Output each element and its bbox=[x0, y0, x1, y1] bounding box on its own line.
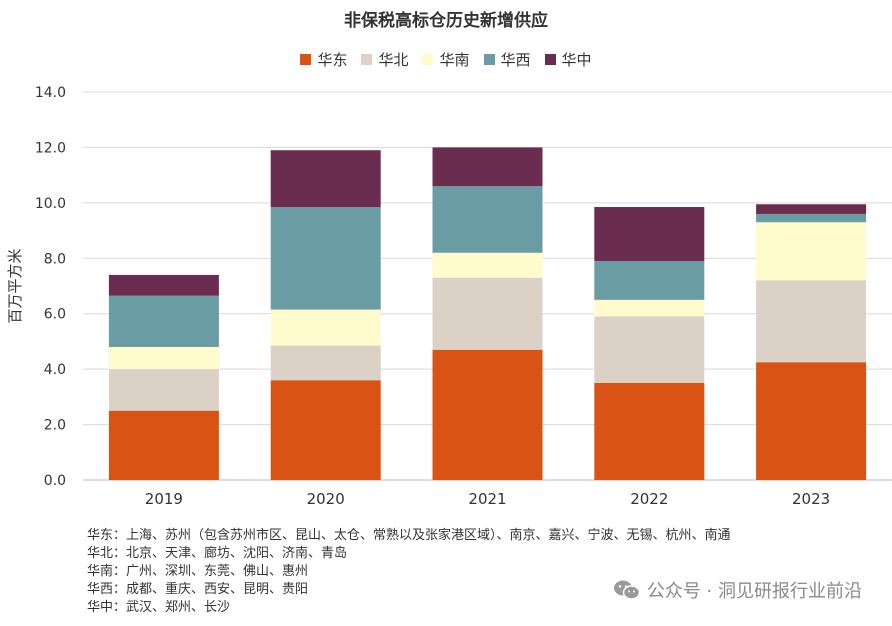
bar-segment bbox=[594, 299, 705, 317]
bar-segment bbox=[270, 309, 381, 346]
note-line: 华北：北京、天津、廊坊、沈阳、济南、青岛 bbox=[87, 546, 348, 561]
note-line: 华南：广州、深圳、东莞、佛山、惠州 bbox=[87, 564, 309, 579]
bar-segment bbox=[432, 147, 543, 187]
bar-segment bbox=[594, 316, 705, 383]
bar-segment bbox=[108, 369, 219, 411]
legend-item: 华北 bbox=[361, 49, 408, 70]
bar-segment bbox=[270, 345, 381, 381]
bar-segment bbox=[270, 380, 381, 480]
bar-segment bbox=[756, 362, 867, 480]
note-line: 华中：武汉、郑州、长沙 bbox=[87, 600, 231, 615]
y-tick-label: 14.0 bbox=[35, 85, 66, 101]
x-tick-label: 2021 bbox=[468, 490, 506, 508]
legend-item: 华西 bbox=[483, 49, 531, 70]
bar-segment bbox=[432, 186, 543, 253]
x-tick-label: 2023 bbox=[792, 490, 830, 508]
bar-segment bbox=[108, 274, 219, 296]
region-notes: 华东：上海、苏州（包含苏州市区、昆山、太仓、常熟以及张家港区域）、南京、嘉兴、宁… bbox=[87, 527, 731, 617]
legend-item: 华东 bbox=[300, 49, 347, 70]
bar-segment bbox=[432, 252, 543, 278]
note-line: 华西：成都、重庆、西安、昆明、贵阳 bbox=[87, 582, 309, 597]
x-tick-label: 2019 bbox=[145, 490, 183, 508]
y-axis-label: 百万平方米 bbox=[6, 248, 24, 323]
bar-segment bbox=[270, 207, 381, 310]
bar-segment bbox=[594, 261, 705, 300]
legend-label: 华北 bbox=[378, 51, 409, 69]
note-line: 华东：上海、苏州（包含苏州市区、昆山、太仓、常熟以及张家港区域）、南京、嘉兴、宁… bbox=[87, 528, 731, 543]
bar-segment bbox=[756, 280, 867, 363]
y-tick-label: 12.0 bbox=[35, 140, 66, 156]
watermark: 公众号 · 洞见研报行业前沿 bbox=[613, 577, 862, 603]
x-tick-label: 2020 bbox=[307, 490, 345, 508]
legend-label: 华东 bbox=[317, 51, 348, 69]
y-tick-label: 0.0 bbox=[44, 473, 66, 489]
y-tick-label: 2.0 bbox=[44, 418, 66, 434]
bar-segment bbox=[756, 222, 867, 281]
legend-swatch bbox=[422, 54, 434, 65]
y-tick-label: 6.0 bbox=[44, 307, 66, 323]
bar-segment bbox=[108, 295, 219, 347]
bar-segment bbox=[108, 346, 219, 370]
legend-item: 华南 bbox=[422, 49, 470, 70]
legend-label: 华西 bbox=[500, 51, 531, 69]
legend-item: 华中 bbox=[544, 49, 592, 70]
bar-segment bbox=[270, 150, 381, 208]
wechat-icon bbox=[613, 579, 641, 601]
y-tick-label: 10.0 bbox=[35, 196, 66, 212]
bar-segment bbox=[756, 213, 867, 223]
bar-segment bbox=[594, 383, 705, 480]
legend-swatch bbox=[544, 54, 556, 65]
bar-segment bbox=[432, 277, 543, 350]
y-tick-label: 4.0 bbox=[44, 362, 66, 378]
bar-segment bbox=[432, 349, 543, 480]
bar-segment bbox=[594, 207, 705, 262]
legend-swatch bbox=[300, 54, 312, 65]
legend-label: 华中 bbox=[561, 51, 592, 69]
legend-swatch bbox=[483, 54, 495, 65]
legend-label: 华南 bbox=[439, 51, 470, 69]
chart-title: 非保税高标仓历史新增供应 bbox=[344, 11, 548, 31]
chart-legend: 华东 华北 华南 华西 华中 bbox=[0, 49, 892, 70]
watermark-text: 公众号 · 洞见研报行业前沿 bbox=[646, 581, 862, 602]
bar-segment bbox=[756, 204, 867, 214]
bar-segment bbox=[108, 410, 219, 480]
legend-swatch bbox=[361, 54, 373, 65]
y-tick-label: 8.0 bbox=[44, 251, 66, 267]
x-tick-label: 2022 bbox=[630, 490, 668, 508]
